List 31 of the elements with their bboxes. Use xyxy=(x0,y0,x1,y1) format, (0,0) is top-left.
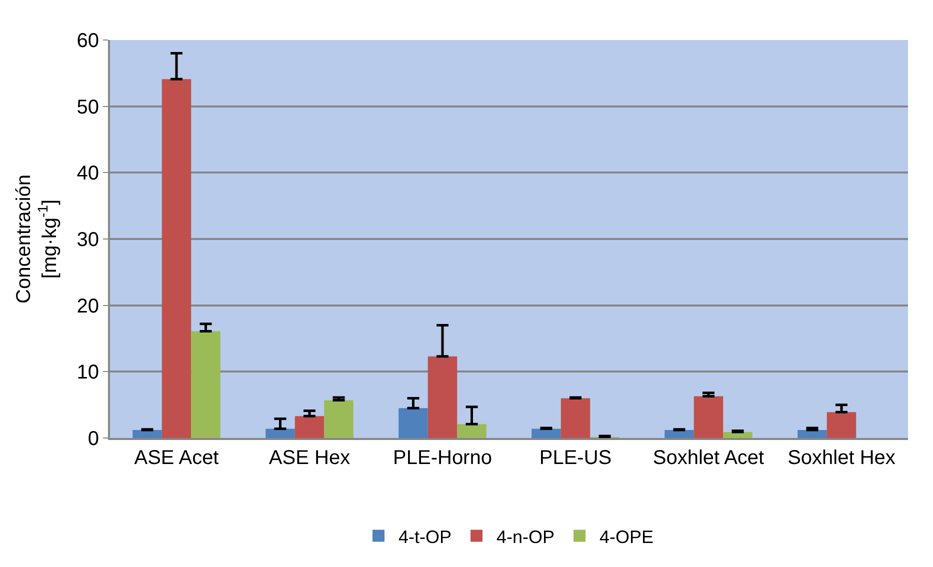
bar xyxy=(560,398,590,438)
x-tick-label: PLE-US xyxy=(539,447,612,469)
bar xyxy=(294,416,324,438)
y-tick-label: 0 xyxy=(88,428,99,450)
legend-label: 4-t-OP xyxy=(398,526,452,547)
bar xyxy=(398,408,428,438)
bar xyxy=(324,400,354,438)
x-tick-label: PLE-Horno xyxy=(393,447,492,469)
legend-label: 4-OPE xyxy=(600,526,654,547)
bar xyxy=(457,424,486,438)
y-tick-label: 10 xyxy=(76,362,99,384)
bar xyxy=(428,356,458,438)
x-tick-label: Soxhlet Hex xyxy=(788,447,896,469)
bar xyxy=(694,396,724,438)
x-tick-label: ASE Hex xyxy=(268,447,350,469)
x-tick-label: ASE Acet xyxy=(134,447,220,469)
bar xyxy=(798,430,827,438)
y-tick-label: 30 xyxy=(76,229,99,251)
bar xyxy=(162,79,192,438)
legend-label: 4-n-OP xyxy=(496,526,555,547)
bar xyxy=(532,428,561,438)
y-tick-label: 20 xyxy=(76,295,99,318)
bar xyxy=(266,428,295,438)
y-tick-label: 40 xyxy=(76,162,99,185)
x-tick-label: Soxhlet Acet xyxy=(652,447,765,469)
bar xyxy=(191,331,220,438)
y-tick-label: 50 xyxy=(76,96,99,118)
bar xyxy=(826,412,856,438)
y-tick-label: 60 xyxy=(76,30,99,52)
bar xyxy=(132,430,162,438)
bar xyxy=(664,430,694,438)
